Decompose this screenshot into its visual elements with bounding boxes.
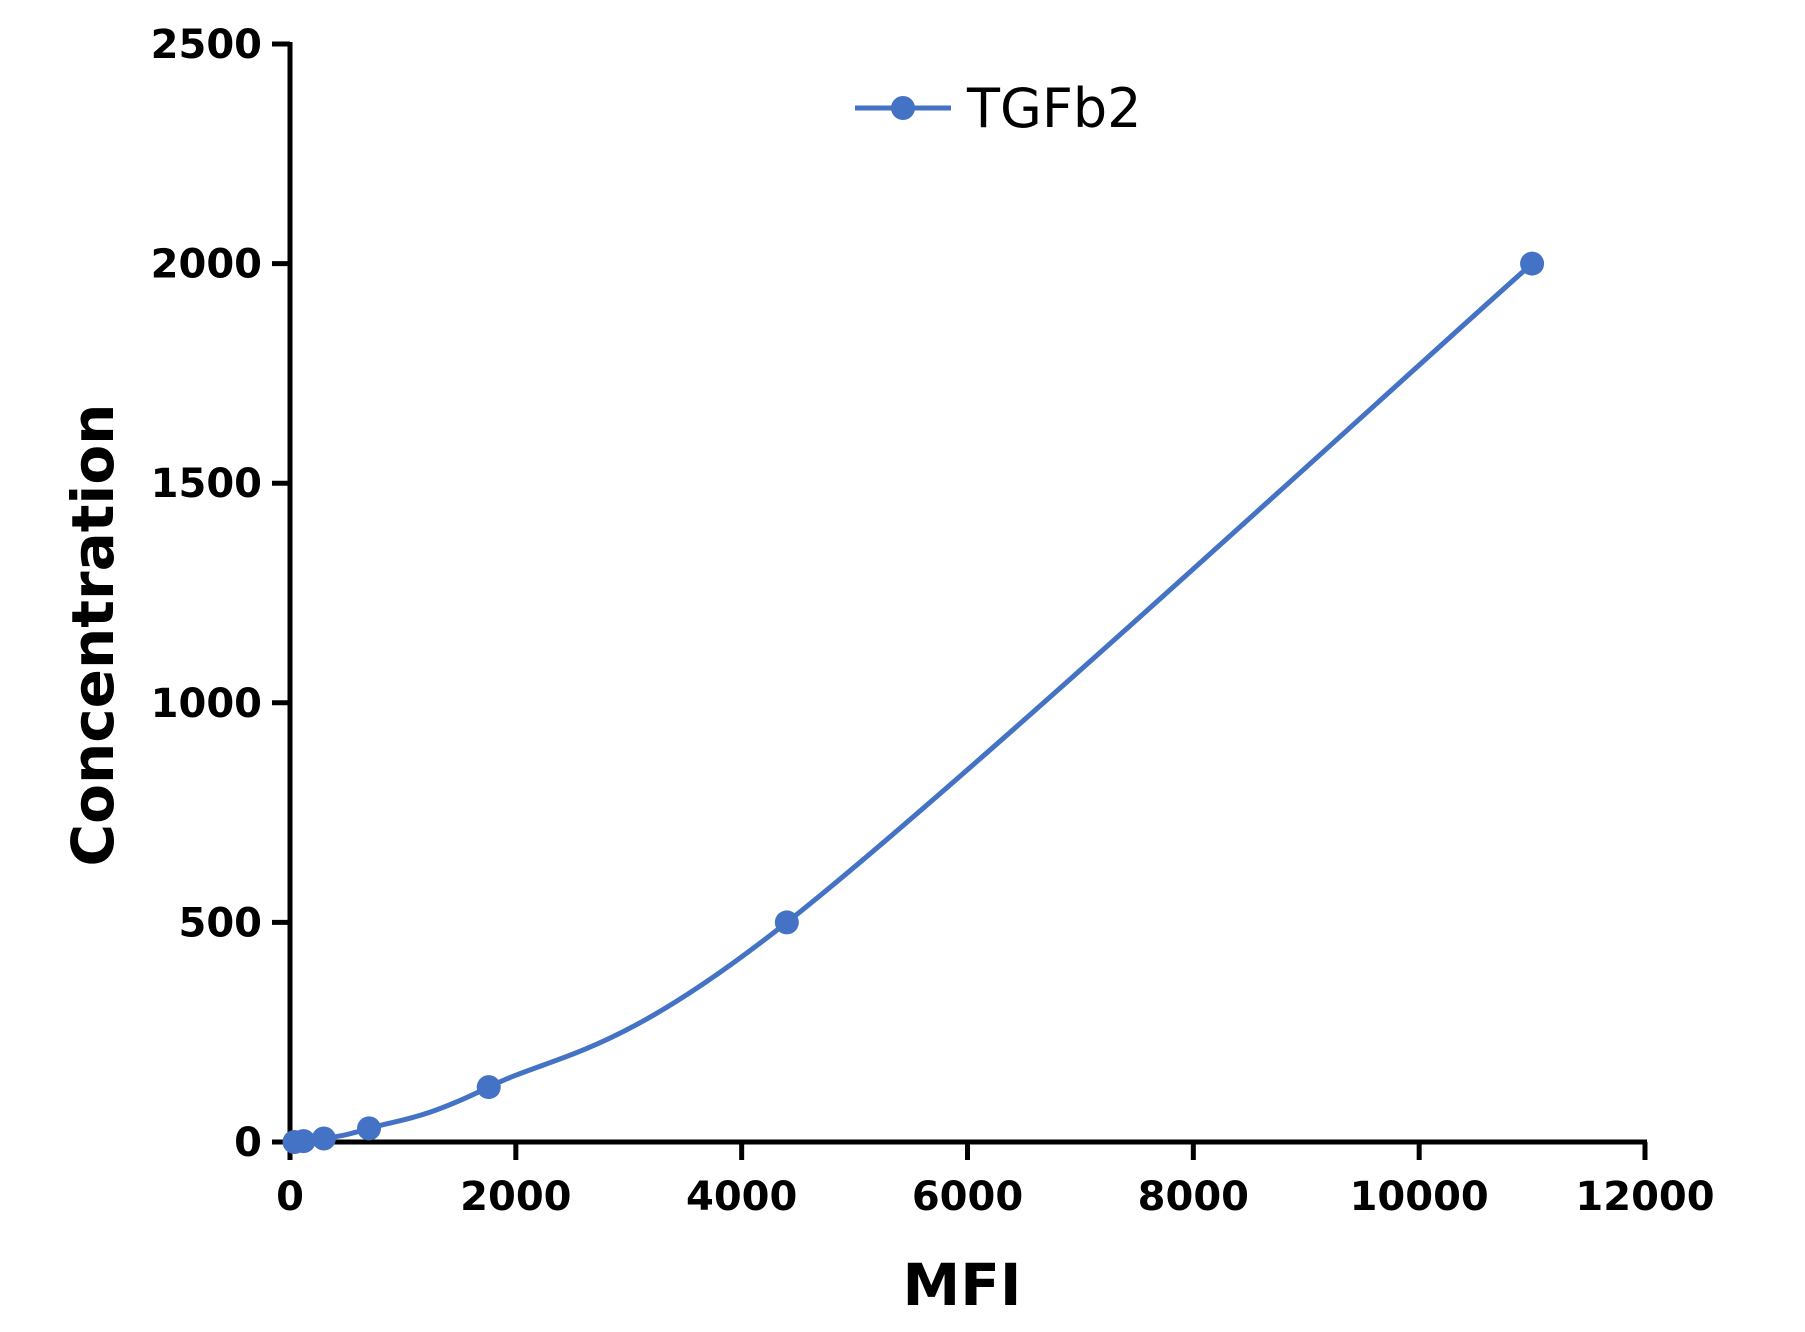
legend: TGFb2 <box>855 77 1142 140</box>
data-point <box>774 910 799 935</box>
axes: 0 2000 4000 6000 8000 10000 12000 0 500 1000 1500 2… <box>151 22 1715 1220</box>
x-tick-label: 12000 <box>1575 1174 1714 1220</box>
series-line-tgfb2 <box>294 261 1534 1145</box>
data-point <box>357 1116 382 1141</box>
y-axis-title: Concentration <box>59 404 127 867</box>
y-tick-label: 1000 <box>151 681 262 727</box>
y-tick-label: 2500 <box>151 22 262 68</box>
y-tick-label: 0 <box>234 1120 262 1166</box>
legend-marker <box>891 96 915 120</box>
x-tick-label: 4000 <box>686 1174 797 1220</box>
x-tick-label: 8000 <box>1138 1174 1249 1220</box>
y-tick-label: 1500 <box>151 461 262 507</box>
x-tick-label: 6000 <box>912 1174 1023 1220</box>
data-point <box>311 1126 336 1151</box>
y-tick-label: 500 <box>179 900 263 946</box>
x-tick-label: 0 <box>276 1174 304 1220</box>
data-point <box>476 1075 501 1100</box>
data-point <box>291 1129 316 1154</box>
legend-label: TGFb2 <box>966 77 1142 140</box>
x-tick-label: 10000 <box>1350 1174 1489 1220</box>
data-point <box>1520 251 1545 276</box>
series-layer <box>282 251 1545 1154</box>
x-axis-title: MFI <box>903 1251 1022 1319</box>
y-tick-label: 2000 <box>151 242 262 288</box>
x-tick-label: 2000 <box>460 1174 571 1220</box>
